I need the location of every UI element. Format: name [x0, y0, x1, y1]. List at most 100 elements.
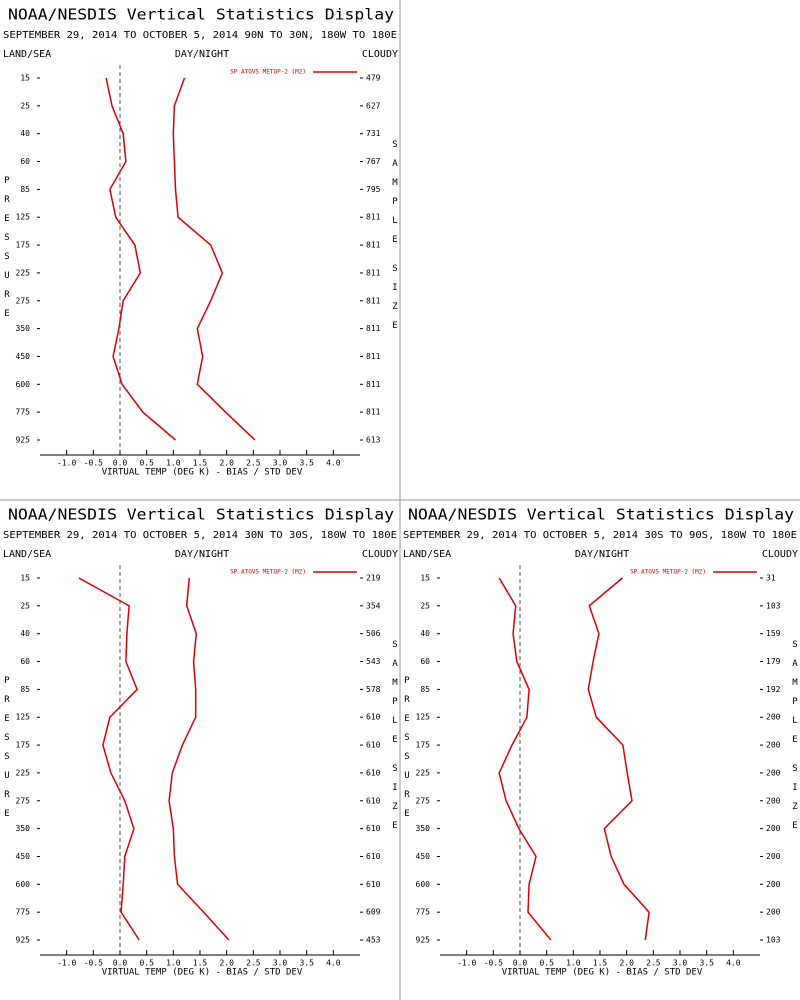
pressure-label: 175	[16, 241, 31, 250]
sample-size: 767	[366, 157, 381, 166]
pressure-label: 600	[416, 880, 431, 889]
sample-size: 200	[766, 852, 781, 861]
pressure-label: 15	[20, 574, 30, 583]
pressure-label: 925	[16, 436, 31, 445]
bias-line	[78, 577, 140, 941]
pressure-label: 225	[16, 268, 31, 277]
sample-size: 453	[366, 936, 381, 945]
x-tick-label: -1.0	[57, 959, 76, 968]
x-tick-label: 2.5	[246, 459, 261, 468]
pressure-label: 175	[16, 741, 31, 750]
std-dev-line	[168, 577, 230, 941]
x-tick-label: 3.5	[699, 959, 714, 968]
x-tick-label: 1.0	[166, 959, 181, 968]
x-tick-label: 0.0	[113, 959, 128, 968]
x-tick-label: 2.5	[646, 959, 661, 968]
pressure-label: 450	[416, 852, 431, 861]
chart-title: NOAA/NESDIS Vertical Statistics Display	[8, 506, 394, 524]
chart-subtitle: SEPTEMBER 29, 2014 TO OCTOBER 5, 2014 90…	[3, 30, 397, 41]
x-tick-label: 0.5	[139, 959, 154, 968]
sample-size: 610	[366, 713, 381, 722]
pressure-label: 225	[416, 768, 431, 777]
x-axis-label: VIRTUAL TEMP (DEG K) - BIAS / STD DEV	[102, 468, 303, 478]
sample-size: 795	[366, 185, 381, 194]
y2-axis-label: SIZE	[790, 764, 800, 840]
y2-axis-label: SIZE	[390, 264, 400, 340]
x-tick-label: 4.0	[726, 959, 741, 968]
bias-line	[498, 577, 552, 941]
sample-size: 610	[366, 796, 381, 805]
pressure-label: 15	[20, 74, 30, 83]
pressure-label: 125	[16, 713, 31, 722]
chart-title: NOAA/NESDIS Vertical Statistics Display	[408, 506, 794, 524]
x-axis-label: VIRTUAL TEMP (DEG K) - BIAS / STD DEV	[502, 968, 703, 978]
x-tick-label: 2.0	[619, 959, 634, 968]
header-right: CLOUDY	[362, 549, 398, 560]
pressure-label: 85	[20, 685, 30, 694]
chart-panel: NOAA/NESDIS Vertical Statistics Display S…	[2, 506, 400, 978]
sample-size: 627	[366, 101, 381, 110]
pressure-label: 275	[16, 796, 31, 805]
x-tick-label: 4.0	[326, 459, 341, 468]
x-tick-label: -0.5	[84, 959, 103, 968]
pressure-label: 275	[16, 296, 31, 305]
sample-size: 354	[366, 601, 381, 610]
x-tick-label: -1.0	[457, 959, 476, 968]
header-center: DAY/NIGHT	[175, 49, 229, 60]
x-tick-label: 3.5	[299, 959, 314, 968]
sample-size: 200	[766, 880, 781, 889]
pressure-label: 25	[20, 101, 30, 110]
x-tick-label: 4.0	[326, 959, 341, 968]
sample-size: 811	[366, 268, 381, 277]
sample-size: 103	[766, 601, 781, 610]
pressure-label: 275	[416, 796, 431, 805]
pressure-label: 350	[16, 824, 31, 833]
sample-size: 200	[766, 741, 781, 750]
sample-size: 811	[366, 324, 381, 333]
pressure-label: 85	[20, 185, 30, 194]
pressure-label: 225	[16, 768, 31, 777]
legend-label: SP ATOVS METOP-2 (M2)	[230, 569, 306, 576]
chart-title: NOAA/NESDIS Vertical Statistics Display	[8, 6, 394, 24]
sample-size: 200	[766, 908, 781, 917]
sample-size: 811	[366, 296, 381, 305]
pressure-label: 60	[420, 657, 430, 666]
header-center: DAY/NIGHT	[175, 549, 229, 560]
sample-size: 506	[366, 629, 381, 638]
x-tick-label: 0.0	[513, 959, 528, 968]
sample-size: 179	[766, 657, 781, 666]
sample-size: 610	[366, 852, 381, 861]
sample-size: 543	[366, 657, 381, 666]
x-tick-label: 3.5	[299, 459, 314, 468]
sample-size: 610	[366, 768, 381, 777]
pressure-label: 775	[16, 908, 31, 917]
sample-size: 609	[366, 908, 381, 917]
y-axis-label: PRESSURE	[402, 676, 412, 828]
x-tick-label: 3.0	[673, 959, 688, 968]
y-axis-label: PRESSURE	[2, 676, 12, 828]
sample-size: 811	[366, 352, 381, 361]
pressure-label: 350	[416, 824, 431, 833]
pressure-label: 350	[16, 324, 31, 333]
pressure-label: 175	[416, 741, 431, 750]
chart-subtitle: SEPTEMBER 29, 2014 TO OCTOBER 5, 2014 30…	[403, 530, 797, 541]
sample-size: 200	[766, 824, 781, 833]
sample-size: 811	[366, 408, 381, 417]
pressure-label: 25	[20, 601, 30, 610]
pressure-label: 15	[420, 574, 430, 583]
pressure-label: 775	[16, 408, 31, 417]
x-tick-label: 2.5	[246, 959, 261, 968]
sample-size: 613	[366, 436, 381, 445]
x-tick-label: 1.0	[166, 459, 181, 468]
sample-size: 610	[366, 741, 381, 750]
legend-label: SP ATOVS METOP-2 (M2)	[230, 69, 306, 76]
x-tick-label: 2.0	[219, 959, 234, 968]
bias-line	[105, 77, 176, 441]
header-left: LAND/SEA	[3, 49, 51, 60]
sample-size: 731	[366, 129, 381, 138]
header-left: LAND/SEA	[3, 549, 51, 560]
header-center: DAY/NIGHT	[575, 549, 629, 560]
header-right: CLOUDY	[362, 49, 398, 60]
